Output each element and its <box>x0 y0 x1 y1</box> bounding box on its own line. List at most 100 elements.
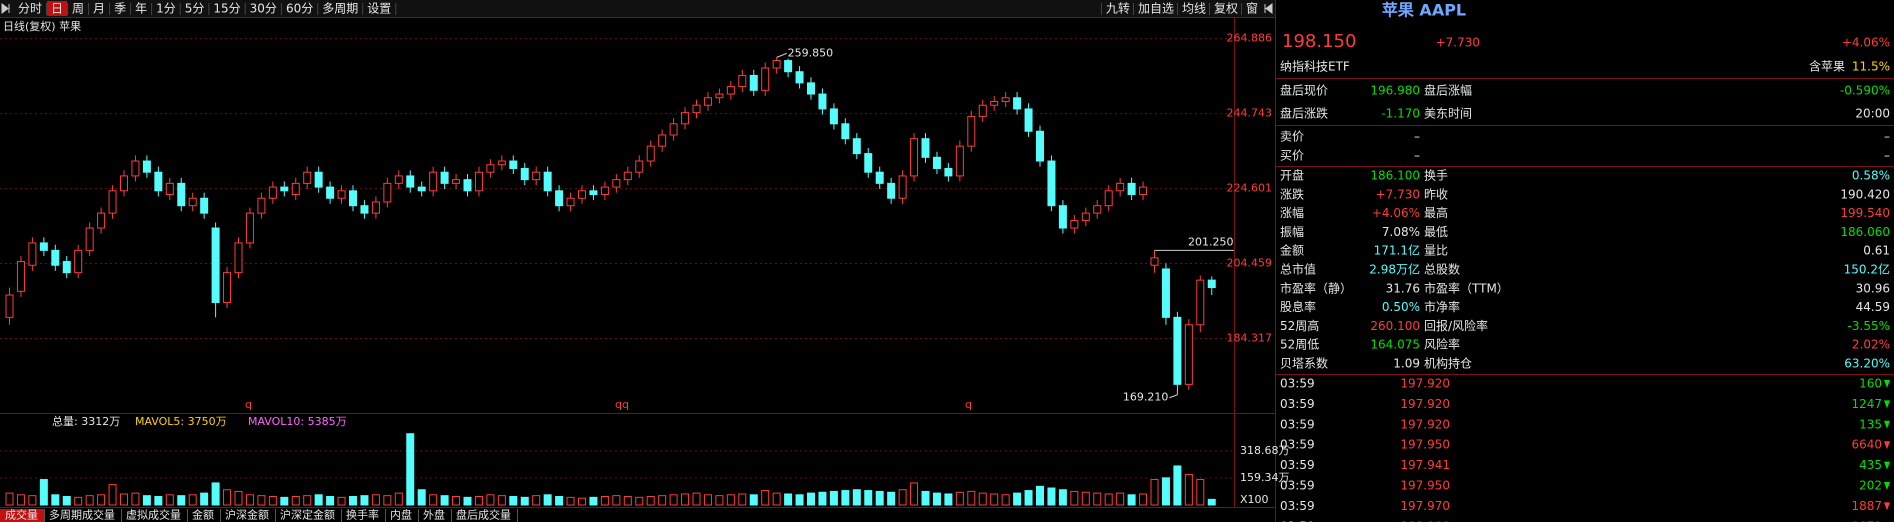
toolbar-item[interactable]: 5分 <box>185 2 205 16</box>
toolbar-item[interactable]: 季 <box>114 2 126 16</box>
toolbar-item[interactable]: 日 <box>51 2 63 16</box>
bottom-tab[interactable]: 多周期成交量 <box>49 508 115 522</box>
volume-bar <box>669 494 678 506</box>
candle-body <box>669 123 678 136</box>
bottom-tab[interactable]: 虚拟成交量 <box>126 508 181 522</box>
trade-volume: 6640 <box>1851 438 1882 452</box>
field-value: -1.170 <box>1381 107 1420 121</box>
toolbar-item[interactable]: 均线 <box>1182 2 1206 16</box>
trade-time: 03:59 <box>1280 458 1315 472</box>
trade-price: 198.000 <box>1400 519 1450 522</box>
bottom-tab[interactable]: 外盘 <box>423 508 445 522</box>
field-label: 开盘 <box>1280 168 1304 183</box>
bottom-tab[interactable]: 沪深金额 <box>225 508 269 522</box>
bottom-tab[interactable]: 盘后成交量 <box>456 508 511 522</box>
bottom-tab[interactable]: 成交量 <box>5 508 38 522</box>
field-value: 44.59 <box>1856 300 1890 314</box>
volume-bar <box>440 495 449 506</box>
trade-time: 03:59 <box>1280 397 1315 411</box>
toolbar-item[interactable]: 月 <box>93 2 105 16</box>
candle-body <box>795 71 804 84</box>
field-label: 量比 <box>1424 244 1448 258</box>
toolbar-item[interactable]: 15分 <box>213 2 240 16</box>
volume-bar <box>1161 477 1170 506</box>
field-label: 风险率 <box>1424 337 1460 352</box>
volume-bar <box>177 495 186 506</box>
candle-body <box>394 175 403 184</box>
candle-body <box>1081 212 1090 222</box>
field-label: 金额 <box>1280 243 1304 258</box>
candle-body <box>28 242 37 266</box>
field-label: 52周低 <box>1280 338 1319 352</box>
volume-bar <box>681 493 690 506</box>
field-label: 市盈率（TTM） <box>1424 280 1509 295</box>
etf-name[interactable]: 纳指科技ETF <box>1280 59 1350 74</box>
candle-body <box>97 212 106 229</box>
candle-body <box>841 123 850 140</box>
volume-tick-label: 318.68万 <box>1240 444 1290 457</box>
candle-body <box>371 201 380 214</box>
volume-bar <box>623 496 632 506</box>
candle-body <box>1127 182 1136 196</box>
last-price: 198.150 <box>1282 31 1356 52</box>
candle-body <box>784 60 793 73</box>
volume-bar <box>1093 492 1102 506</box>
bottom-tab[interactable]: 沪深定金额 <box>280 508 335 522</box>
candle-body <box>852 138 861 155</box>
volume-bar <box>211 482 220 506</box>
field-value: 150.2亿 <box>1844 262 1890 277</box>
volume-bar <box>62 496 71 506</box>
etf-holding: 含苹果 <box>1809 59 1845 74</box>
toolbar-item[interactable]: 1分 <box>156 2 176 16</box>
nav-icon[interactable] <box>1264 3 1273 14</box>
toolbar-item[interactable]: 加自选 <box>1138 2 1174 16</box>
candle-body <box>452 179 461 184</box>
volume-bar <box>142 495 151 506</box>
candle-body <box>108 190 117 214</box>
toolbar-item[interactable]: 九转 <box>1106 1 1130 16</box>
event-marker: q <box>965 398 972 411</box>
bottom-tab[interactable]: 金额 <box>192 508 214 522</box>
volume-bar <box>268 496 277 506</box>
etf-holding-percent: 11.5% <box>1852 60 1890 74</box>
toolbar-item[interactable]: 多周期 <box>322 2 358 16</box>
toolbar-item[interactable]: 窗 <box>1246 2 1258 16</box>
nav-icon[interactable] <box>1 3 10 14</box>
toolbar-item[interactable]: 分时 <box>18 2 42 16</box>
volume-bar <box>360 495 369 506</box>
candle-body <box>268 186 277 199</box>
toolbar-item[interactable]: 周 <box>72 2 84 16</box>
candle-body <box>703 97 712 106</box>
field-label: 回报/风险率 <box>1424 318 1488 333</box>
volume-bar <box>1047 487 1056 506</box>
volume-bar <box>417 489 426 506</box>
toolbar-item[interactable]: 60分 <box>286 2 313 16</box>
volume-bar <box>509 496 518 506</box>
toolbar-item[interactable]: 复权 <box>1214 2 1238 16</box>
candle-body <box>898 175 907 199</box>
candle-body <box>864 153 873 173</box>
volume-bar <box>1036 485 1044 506</box>
trade-arrow <box>1884 502 1890 511</box>
field-value: -0.590% <box>1840 84 1890 98</box>
toolbar-item[interactable]: 设置 <box>367 2 391 16</box>
bottom-tab[interactable]: 内盘 <box>390 508 412 522</box>
volume-header: MAVOL10: 5385万 <box>248 415 347 428</box>
toolbar-item[interactable]: 30分 <box>250 2 277 16</box>
volume-bar <box>234 490 243 506</box>
candle-body <box>142 160 151 173</box>
volume-bar <box>371 494 380 506</box>
trade-volume: 9672 <box>1851 519 1882 522</box>
candle-body <box>520 167 529 181</box>
field-value: – <box>1884 149 1890 163</box>
field-value: – <box>1414 149 1420 163</box>
volume-bar <box>131 492 140 506</box>
trade-time: 03:59 <box>1280 377 1315 391</box>
field-label: 盘后涨幅 <box>1424 83 1472 98</box>
toolbar-item[interactable]: 年 <box>135 2 147 16</box>
field-value: 31.76 <box>1386 281 1420 295</box>
volume-bar <box>486 494 495 506</box>
trade-time: 03:59 <box>1280 479 1315 493</box>
bottom-tab[interactable]: 换手率 <box>346 508 379 522</box>
volume-bar <box>955 491 964 506</box>
